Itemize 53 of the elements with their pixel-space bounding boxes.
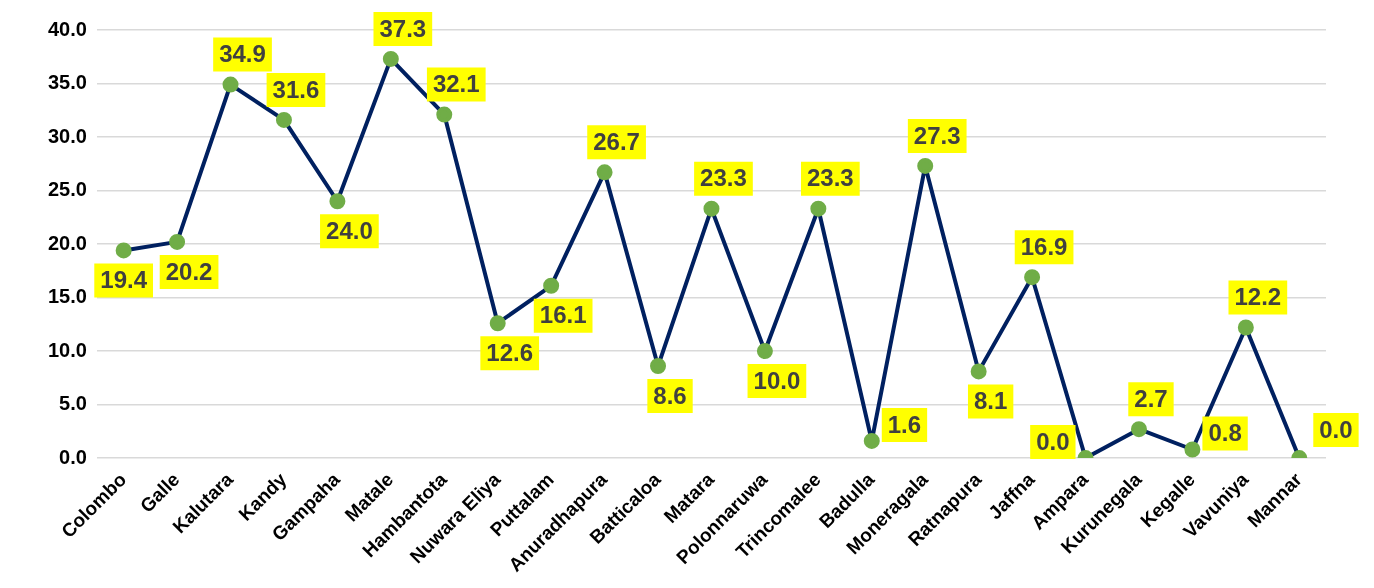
- data-label: 23.3: [806, 164, 854, 192]
- data-label: 16.1: [539, 301, 587, 329]
- point: [917, 157, 934, 174]
- data-label: 34.9: [219, 40, 266, 68]
- point: [222, 76, 239, 93]
- data-label: 24.0: [326, 216, 373, 244]
- data-label: 32.1: [432, 70, 480, 98]
- data-label: 23.3: [700, 164, 747, 192]
- point: [436, 106, 453, 123]
- y-tick-label: 5.0: [59, 392, 87, 415]
- data-label: 1.6: [887, 410, 922, 438]
- data-label: 0.0: [1319, 415, 1353, 443]
- point: [650, 358, 667, 375]
- point: [863, 432, 880, 449]
- point: [756, 343, 773, 360]
- y-tick-label: 40.0: [47, 17, 87, 40]
- data-label: 10.0: [753, 366, 801, 394]
- y-tick-label: 0.0: [59, 445, 87, 468]
- point: [703, 200, 720, 217]
- point: [382, 50, 399, 67]
- point: [543, 277, 560, 294]
- y-tick-label: 20.0: [47, 231, 87, 254]
- y-tick-label: 15.0: [47, 285, 87, 308]
- data-label: 20.2: [165, 257, 213, 285]
- data-label: 37.3: [379, 14, 427, 42]
- y-tick-label: 30.0: [47, 124, 87, 147]
- data-label: 12.2: [1234, 283, 1282, 311]
- point: [970, 363, 987, 380]
- y-tick-label: 35.0: [47, 71, 87, 94]
- point: [329, 193, 346, 210]
- point: [115, 242, 132, 259]
- data-label: 16.9: [1020, 232, 1068, 260]
- data-label: 12.6: [486, 338, 534, 366]
- data-label: 2.7: [1134, 384, 1168, 412]
- data-label: 0.8: [1208, 419, 1242, 447]
- data-label: 8.6: [653, 381, 687, 409]
- data-label: 31.6: [272, 75, 320, 103]
- point: [1237, 319, 1254, 336]
- point: [1130, 421, 1147, 438]
- point: [169, 233, 186, 250]
- point: [596, 164, 613, 181]
- point: [810, 200, 827, 217]
- y-tick-label: 25.0: [47, 178, 87, 201]
- data-label: 0.0: [1036, 427, 1070, 455]
- y-tick-label: 10.0: [47, 338, 87, 361]
- point: [1184, 441, 1201, 458]
- data-label: 8.1: [973, 387, 1008, 415]
- point: [275, 111, 292, 128]
- data-label: 26.7: [593, 127, 640, 155]
- data-label: 27.3: [913, 121, 961, 149]
- point: [489, 315, 506, 332]
- data-label: 19.4: [100, 266, 148, 294]
- point: [1024, 269, 1041, 286]
